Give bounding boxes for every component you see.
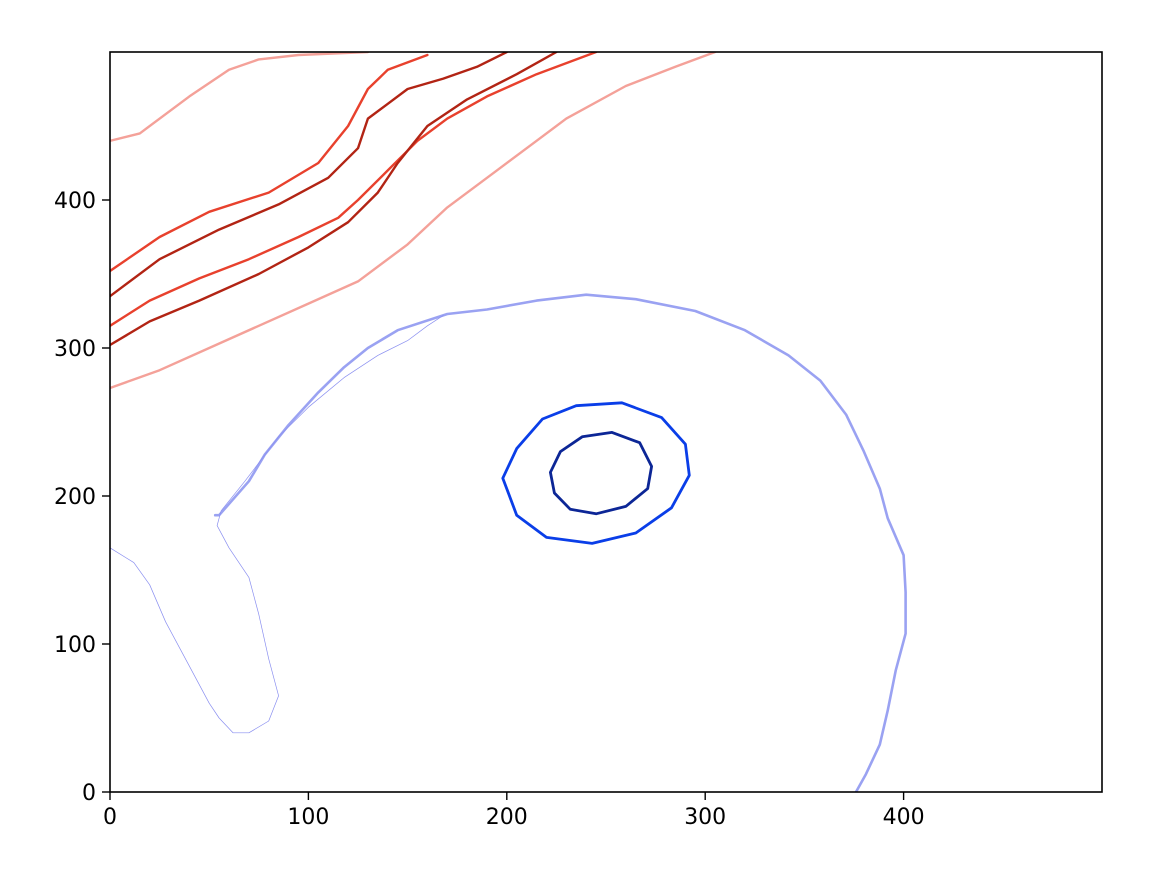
x-tick-label: 200 [486,805,528,830]
contour-line-warm-dark-band-lower [110,52,558,347]
contour-line-warm-mid-band-upper [110,53,429,273]
y-tick-label: 0 [82,781,96,806]
y-tick-label: 400 [54,189,96,214]
contour-line-warm-light-band [110,52,717,390]
contour-lines-layer [110,52,907,792]
x-tick-label: 0 [103,805,117,830]
contour-line-warm-dark-band-upper [110,52,508,298]
x-tick-label: 300 [684,805,726,830]
contour-line-cool-outer [213,293,907,792]
contour-line-cool-mid-ring [501,401,691,545]
contour-line-cool-inner-ring [549,431,653,516]
y-tick-label: 100 [54,633,96,658]
y-tick-label: 200 [54,485,96,510]
y-axis-ticks: 0 100 200 300 400 [54,189,110,806]
x-tick-label: 100 [287,805,329,830]
contour-line-warm-light-band-2 [110,52,370,142]
contour-line-warm-mid-band [110,52,598,327]
x-tick-label: 400 [883,805,925,830]
contour-line-coastline-florida [110,315,444,734]
y-tick-label: 300 [54,337,96,362]
x-axis-ticks: 0 100 200 300 400 [103,792,925,830]
axes-frame [109,51,1103,793]
